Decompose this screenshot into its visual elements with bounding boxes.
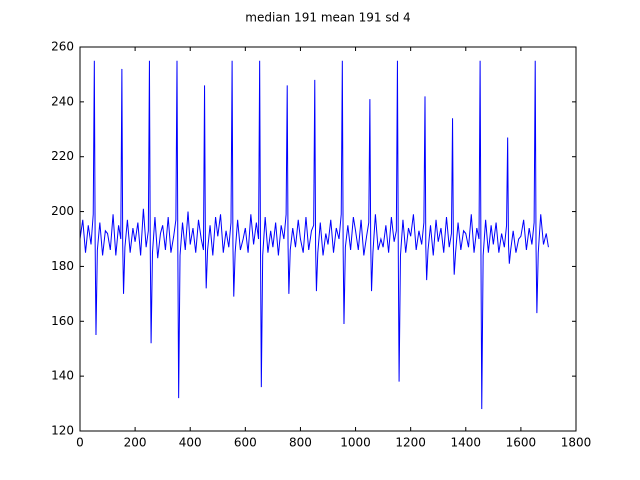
x-tick-label: 1400 (451, 436, 482, 450)
x-tick-label: 1600 (506, 436, 537, 450)
x-tick-label: 1800 (561, 436, 592, 450)
plot-frame (79, 46, 577, 432)
y-tick-label: 240 (51, 94, 74, 108)
y-tick-label: 180 (51, 259, 74, 273)
x-tick-label: 1000 (340, 436, 371, 450)
x-tick-label: 400 (179, 436, 202, 450)
x-tick-label: 0 (76, 436, 84, 450)
y-tick-label: 120 (51, 424, 74, 438)
x-tick-label: 1200 (395, 436, 426, 450)
x-tick-label: 800 (289, 436, 312, 450)
y-tick-label: 220 (51, 149, 74, 163)
y-tick-label: 160 (51, 314, 74, 328)
data-line (79, 60, 549, 410)
y-tick-label: 260 (51, 40, 74, 54)
y-tick-label: 140 (51, 369, 74, 383)
x-tick-label: 200 (124, 436, 147, 450)
chart-title: median 191 mean 191 sd 4 (245, 11, 410, 25)
y-tick-label: 200 (51, 204, 74, 218)
x-tick-label: 600 (234, 436, 257, 450)
